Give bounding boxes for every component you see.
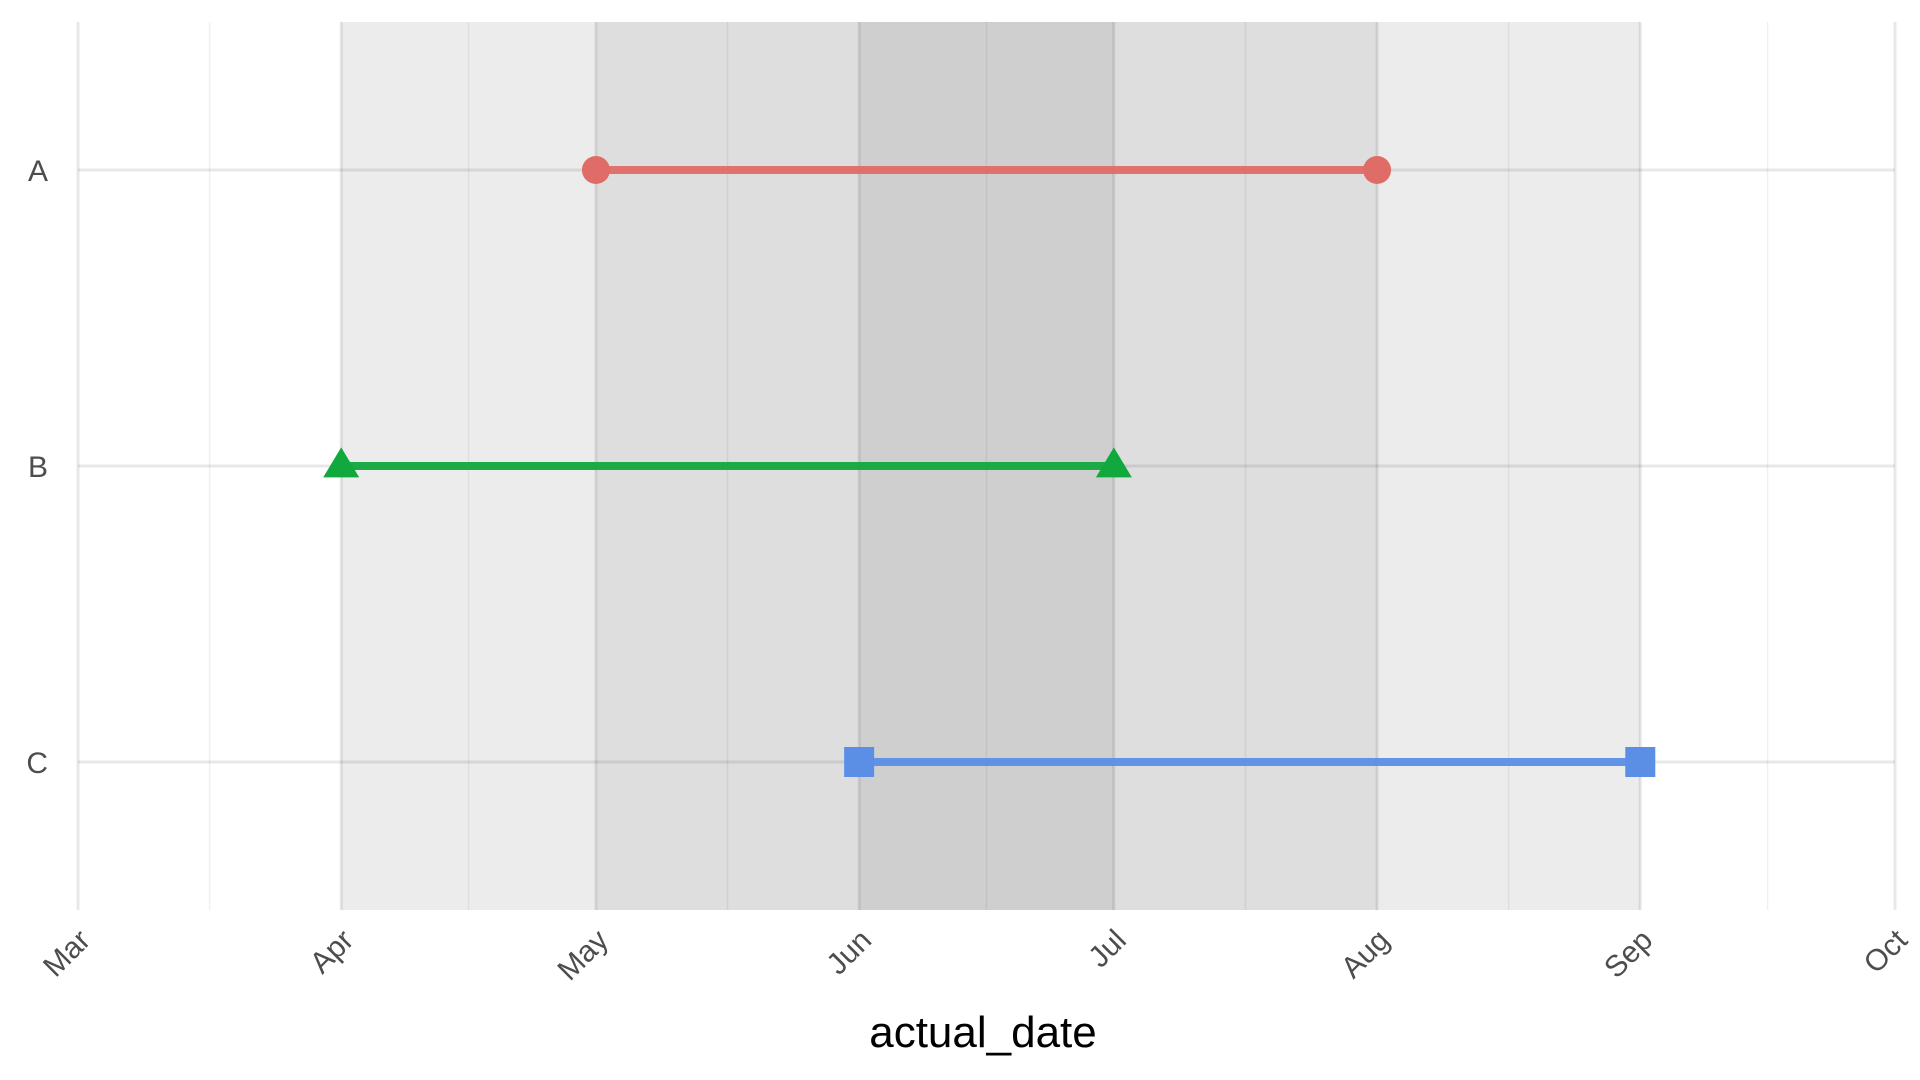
marker-c-start	[844, 747, 875, 777]
x-tick-label-mar: Mar	[37, 924, 97, 984]
marker-c-end	[1625, 747, 1656, 777]
y-tick-labels: A B C	[26, 155, 48, 780]
x-tick-label-jul: Jul	[1082, 924, 1132, 974]
marker-b-start	[323, 447, 360, 478]
markers	[323, 156, 1656, 777]
y-tick-label-c: C	[26, 747, 48, 780]
y-tick-label-a: A	[28, 155, 48, 188]
x-tick-label-sep: Sep	[1598, 924, 1659, 985]
marker-a-start	[581, 156, 610, 184]
marker-a-end	[1363, 156, 1392, 184]
marker-b-end	[1095, 447, 1132, 478]
x-tick-label-apr: Apr	[304, 924, 360, 980]
x-tick-label-may: May	[551, 924, 614, 987]
x-tick-label-oct: Oct	[1858, 923, 1915, 980]
x-tick-label-jun: Jun	[821, 924, 879, 982]
x-tick-labels: Mar Apr May Jun Jul Aug Sep Oct	[37, 923, 1914, 987]
x-axis-title: actual_date	[869, 1008, 1097, 1057]
x-tick-label-aug: Aug	[1335, 924, 1396, 985]
y-tick-label-b: B	[28, 451, 48, 484]
segments	[341, 166, 1641, 766]
